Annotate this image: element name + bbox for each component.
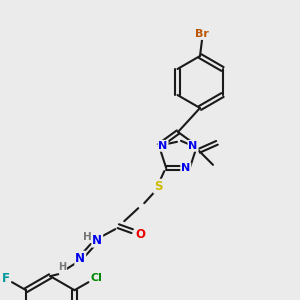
- Text: H: H: [58, 262, 66, 272]
- Text: N: N: [75, 252, 85, 265]
- Text: S: S: [154, 180, 163, 193]
- Text: N: N: [181, 163, 190, 173]
- Text: H: H: [83, 232, 92, 242]
- Text: N: N: [158, 141, 168, 151]
- Text: O: O: [135, 228, 145, 241]
- Text: N: N: [92, 234, 102, 247]
- Text: Cl: Cl: [91, 273, 102, 283]
- Text: Br: Br: [195, 29, 209, 39]
- Text: F: F: [2, 272, 10, 285]
- Text: N: N: [188, 141, 198, 151]
